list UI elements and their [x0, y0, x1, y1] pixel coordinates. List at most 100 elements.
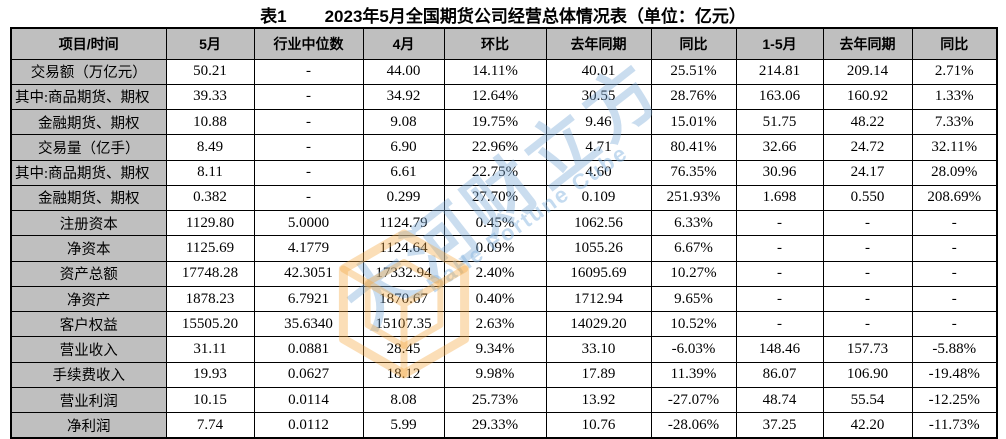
table-cell: 28.45: [362, 336, 445, 363]
table-cell: 1124.64: [362, 235, 445, 262]
table-cell: -: [253, 159, 364, 186]
table-cell: 25.51%: [650, 58, 737, 85]
table-cell: -28.06%: [650, 412, 737, 439]
table-cell: 0.09%: [443, 235, 547, 262]
column-header: 去年同期: [545, 27, 652, 60]
table-cell: 1.33%: [911, 83, 998, 111]
table-cell: 0.0112: [253, 412, 364, 439]
header-row: 项目/时间 5月 行业中位数 4月 环比 去年同期 同比 1-5月 去年同期 同比: [10, 27, 998, 60]
table-cell: 22.96%: [443, 134, 547, 161]
table-cell: -: [822, 311, 913, 338]
table-cell: 31.11: [165, 336, 255, 363]
table-cell: 157.73: [822, 336, 913, 363]
table-row: 金融期货、期权 0.382-0.299 27.70% 0.109 251.93% 1.69…: [10, 184, 998, 212]
table-cell: 15505.20: [165, 311, 255, 338]
table-cell: -6.03%: [650, 336, 737, 363]
table-cell: 4.71: [545, 134, 652, 161]
table-row: 交易额（万亿元） 50.21-44.00 14.11% 40.01 25.51% 214.…: [10, 58, 998, 85]
table-row: 客户权益 15505.20 35.6340 15107.35 2.63% 14029.20…: [10, 311, 998, 338]
table-cell: 30.55: [545, 83, 652, 111]
table-cell: 42.20: [822, 412, 913, 439]
table-cell: 33.10: [545, 336, 652, 363]
table-row: 净资产 1878.23 6.7921 1870.67 0.40% 1712.94 9.65%…: [10, 285, 998, 313]
table-cell: 80.41%: [650, 134, 737, 161]
table-cell: 7.74: [165, 412, 255, 439]
table-cell: 1.698: [735, 184, 824, 212]
table-caption-text: 2023年5月全国期货公司经营总体情况表（单位：亿元）: [324, 7, 746, 26]
table-cell: 15.01%: [650, 109, 737, 136]
table-cell: 40.01: [545, 58, 652, 85]
table-cell: 13.92: [545, 386, 652, 414]
table-cell: 9.98%: [443, 361, 547, 388]
row-label: 营业收入: [10, 336, 167, 363]
column-header: 5月: [165, 27, 255, 60]
column-header: 1-5月: [735, 27, 824, 60]
table-cell: 25.73%: [443, 386, 547, 414]
table-cell: 0.40%: [443, 285, 547, 313]
table-cell: 1055.26: [545, 235, 652, 262]
table-cell: 30.96: [735, 159, 824, 186]
table-cell: 42.3051: [253, 260, 364, 287]
table-cell: 28.76%: [650, 83, 737, 111]
column-header: 行业中位数: [253, 27, 364, 60]
table-cell: -5.88%: [911, 336, 998, 363]
row-label: 其中:商品期货、期权: [10, 159, 167, 186]
table-row: 净利润 7.74 0.0112 5.99 29.33% 10.76 -28.06% 37.25…: [10, 412, 998, 439]
table-row: 交易量（亿手） 8.49-6.90 22.96% 4.71 80.41% 32.66 24.…: [10, 134, 998, 161]
row-label: 净资产: [10, 285, 167, 313]
table-cell: 160.92: [822, 83, 913, 111]
table-cell: 17748.28: [165, 260, 255, 287]
table-cell: -: [735, 235, 824, 262]
table-cell: 106.90: [822, 361, 913, 388]
table-cell: 55.54: [822, 386, 913, 414]
table-cell: 11.39%: [650, 361, 737, 388]
table-cell: -12.25%: [911, 386, 998, 414]
table-cell: 1062.56: [545, 210, 652, 237]
table-cell: 86.07: [735, 361, 824, 388]
table-cell: 208.69%: [911, 184, 998, 212]
table-row: 营业利润 10.15 0.0114 8.08 25.73% 13.92 -27.07% 48.…: [10, 386, 998, 414]
table-cell: 0.550: [822, 184, 913, 212]
table-cell: 0.109: [545, 184, 652, 212]
table-cell: -27.07%: [650, 386, 737, 414]
table-cell: 1125.69: [165, 235, 255, 262]
table-cell: 34.92: [362, 83, 445, 111]
table-cell: 1124.79: [362, 210, 445, 237]
table-cell: -: [911, 285, 998, 313]
table-cell: 0.45%: [443, 210, 547, 237]
table-cell: -: [822, 210, 913, 237]
table-cell: 1129.80: [165, 210, 255, 237]
table-cell: 51.75: [735, 109, 824, 136]
table-cell: -: [911, 311, 998, 338]
table-caption: 表1 2023年5月全国期货公司经营总体情况表（单位：亿元）: [0, 2, 1006, 27]
row-label: 资产总额: [10, 260, 167, 287]
table-cell: 1878.23: [165, 285, 255, 313]
table-cell: 1712.94: [545, 285, 652, 313]
table-cell: 0.0881: [253, 336, 364, 363]
column-header: 去年同期: [822, 27, 913, 60]
row-label: 其中:商品期货、期权: [10, 83, 167, 111]
table-row: 资产总额 17748.28 42.3051 17332.94 2.40% 16095.69…: [10, 260, 998, 287]
table-cell: 76.35%: [650, 159, 737, 186]
table-cell: 19.93: [165, 361, 255, 388]
table-row: 注册资本 1129.80 5.0000 1124.79 0.45% 1062.56 6.33…: [10, 210, 998, 237]
row-label: 交易量（亿手）: [10, 134, 167, 161]
table-cell: 10.76: [545, 412, 652, 439]
column-header: 环比: [443, 27, 547, 60]
row-label: 营业利润: [10, 386, 167, 414]
table-row: 其中:商品期货、期权 39.33-34.92 12.64% 30.55 28.76% 16…: [10, 83, 998, 111]
table-cell: 9.08: [362, 109, 445, 136]
column-header: 同比: [650, 27, 737, 60]
table-cell: 10.88: [165, 109, 255, 136]
corner-header: 项目/时间: [10, 27, 167, 60]
table-row: 手续费收入 19.93 0.0627 18.12 9.98% 17.89 11.39% 86.…: [10, 361, 998, 388]
table-cell: 8.11: [165, 159, 255, 186]
table-cell: 50.21: [165, 58, 255, 85]
table-row: 其中:商品期货、期权 8.11-6.61 22.75% 4.60 76.35% 30.96…: [10, 159, 998, 186]
table-cell: -: [253, 83, 364, 111]
table-cell: 14.11%: [443, 58, 547, 85]
table-cell: 6.67%: [650, 235, 737, 262]
table-cell: -: [253, 184, 364, 212]
table-cell: 6.7921: [253, 285, 364, 313]
table-row: 营业收入 31.11 0.0881 28.45 9.34% 33.10 -6.03% 148.…: [10, 336, 998, 363]
